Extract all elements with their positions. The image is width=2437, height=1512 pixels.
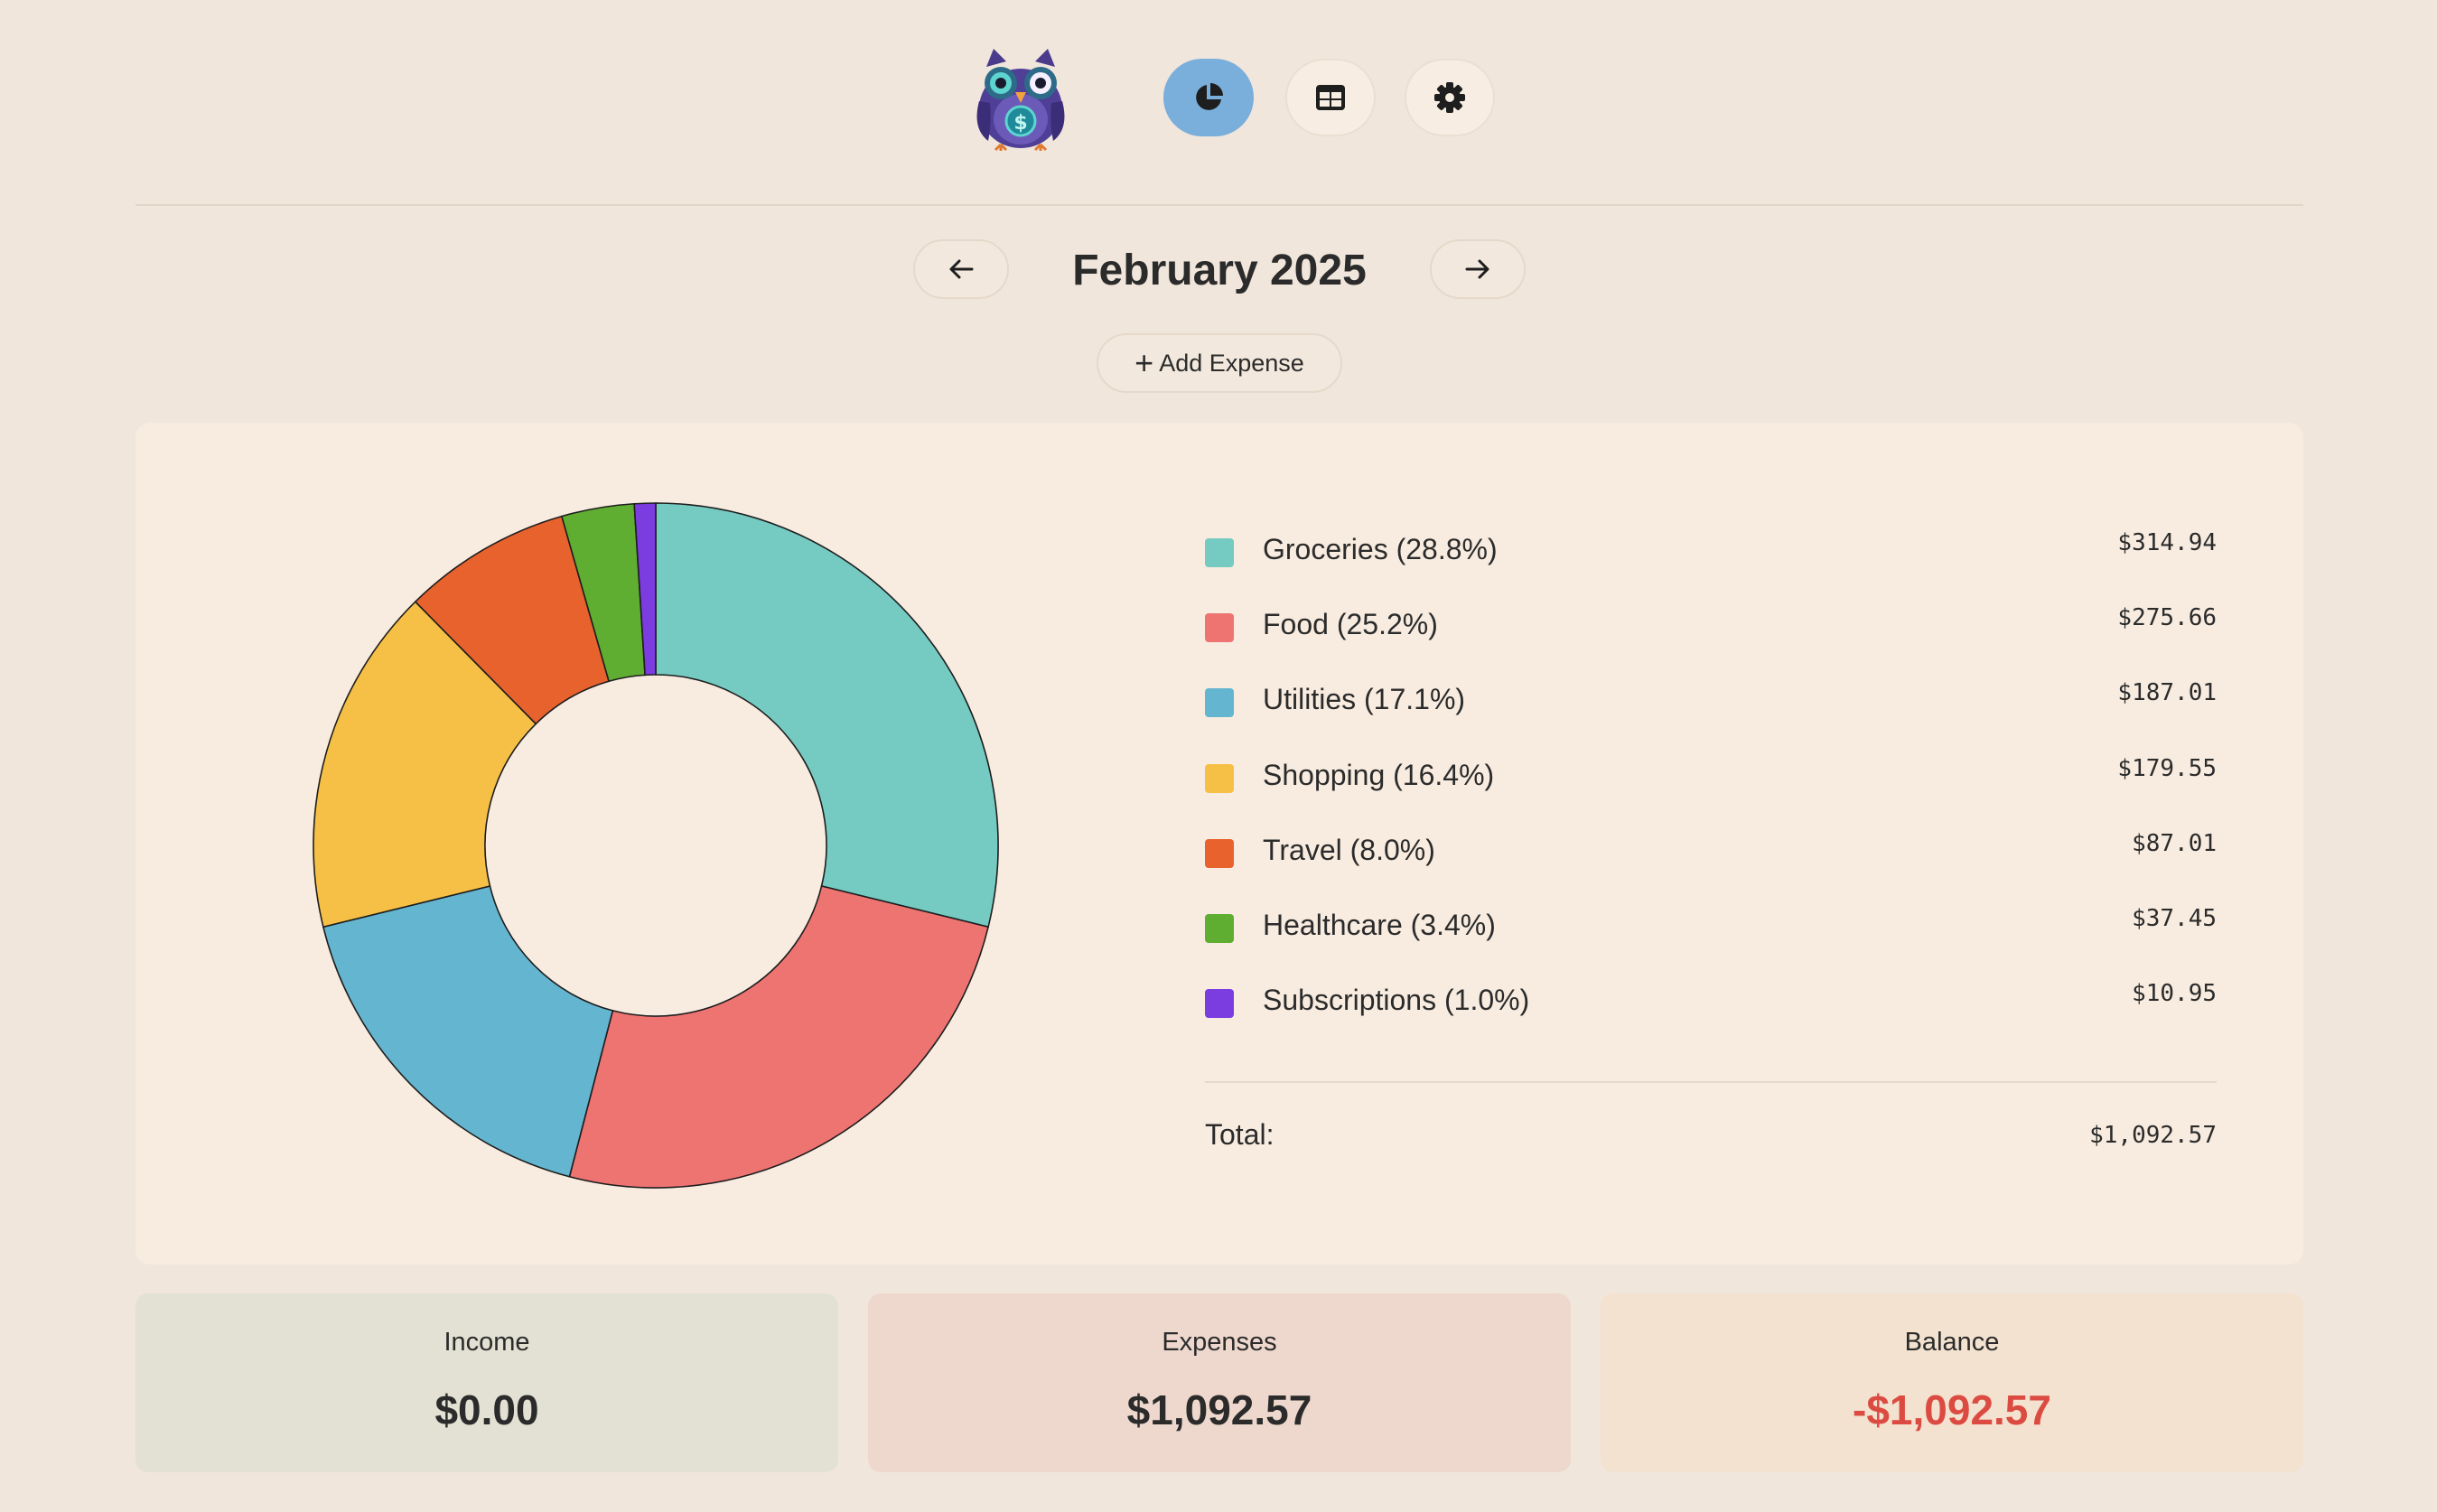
legend-item: Utilities (17.1%) $187.01 <box>1205 677 2217 723</box>
owl-logo-icon: $ <box>976 49 1065 152</box>
svg-text:$: $ <box>1013 112 1027 135</box>
income-title: Income <box>444 1328 530 1357</box>
donut-slice-subscriptions[interactable] <box>633 502 657 677</box>
legend-label: Travel (8.0%) <box>1263 833 1435 866</box>
legend-amount: $87.01 <box>2132 829 2217 857</box>
legend-label: Subscriptions (1.0%) <box>1263 984 1530 1017</box>
add-expense-button[interactable]: + Add Expense <box>1097 333 1342 393</box>
legend-swatch <box>1205 538 1234 567</box>
legend-item: Travel (8.0%) $87.01 <box>1205 828 2217 873</box>
legend-label: Food (25.2%) <box>1263 608 1438 641</box>
month-title: February 2025 <box>1072 246 1367 294</box>
legend-amount: $187.01 <box>2117 679 2217 707</box>
balance-title: Balance <box>1904 1328 2000 1357</box>
legend-item: Groceries (28.8%) $314.94 <box>1205 527 2217 573</box>
nav-chart-view-button[interactable] <box>1163 59 1254 136</box>
nav-table-view-button[interactable] <box>1285 59 1376 136</box>
pie-chart-icon <box>1196 83 1223 110</box>
balance-value: -$1,092.57 <box>1853 1386 2051 1433</box>
income-card: Income $0.00 <box>135 1293 838 1472</box>
legend-item: Subscriptions (1.0%) $10.95 <box>1205 978 2217 1023</box>
legend-amount: $37.45 <box>2132 905 2217 932</box>
next-month-button[interactable] <box>1430 239 1526 299</box>
legend-item: Food (25.2%) $275.66 <box>1205 602 2217 648</box>
plus-icon: + <box>1134 344 1154 381</box>
legend-label: Groceries (28.8%) <box>1263 533 1498 565</box>
gear-icon <box>1434 82 1465 113</box>
arrow-right-icon <box>1465 259 1489 279</box>
legend-swatch <box>1205 838 1234 868</box>
legend-swatch <box>1205 613 1234 643</box>
legend-label: Utilities (17.1%) <box>1263 683 1466 716</box>
legend-swatch <box>1205 688 1234 718</box>
add-expense-label: Add Expense <box>1159 349 1304 377</box>
owl-money-logo: $ <box>970 47 1071 152</box>
legend-label: Shopping (16.4%) <box>1263 758 1495 791</box>
legend-swatch <box>1205 914 1234 943</box>
legend-item: Healthcare (3.4%) $37.45 <box>1205 903 2217 948</box>
header-divider <box>135 204 2303 206</box>
legend-amount: $314.94 <box>2117 529 2217 556</box>
total-value: $1,092.57 <box>2089 1122 2217 1149</box>
legend-divider <box>1205 1081 2217 1083</box>
legend-amount: $179.55 <box>2117 754 2217 782</box>
prev-month-button[interactable] <box>913 239 1009 299</box>
total-label: Total: <box>1205 1118 1275 1151</box>
table-icon <box>1316 85 1345 110</box>
legend-swatch <box>1205 989 1234 1019</box>
legend-swatch <box>1205 763 1234 793</box>
nav-settings-button[interactable] <box>1405 59 1495 136</box>
balance-card: Balance -$1,092.57 <box>1601 1293 2303 1472</box>
donut-slice-food[interactable] <box>568 885 990 1189</box>
income-value: $0.00 <box>434 1386 539 1433</box>
expenses-card: Expenses $1,092.57 <box>868 1293 1571 1472</box>
legend-amount: $275.66 <box>2117 604 2217 632</box>
arrow-left-icon <box>949 259 974 279</box>
legend-item: Shopping (16.4%) $179.55 <box>1205 753 2217 798</box>
donut-slice-utilities[interactable] <box>322 885 614 1178</box>
legend-label: Healthcare (3.4%) <box>1263 909 1496 941</box>
legend-amount: $10.95 <box>2132 980 2217 1008</box>
expenses-title: Expenses <box>1162 1328 1277 1357</box>
donut-slice-groceries[interactable] <box>655 502 999 929</box>
expenses-value: $1,092.57 <box>1126 1386 1312 1433</box>
expense-donut-chart <box>313 502 999 1189</box>
donut-slice-shopping[interactable] <box>313 601 537 929</box>
